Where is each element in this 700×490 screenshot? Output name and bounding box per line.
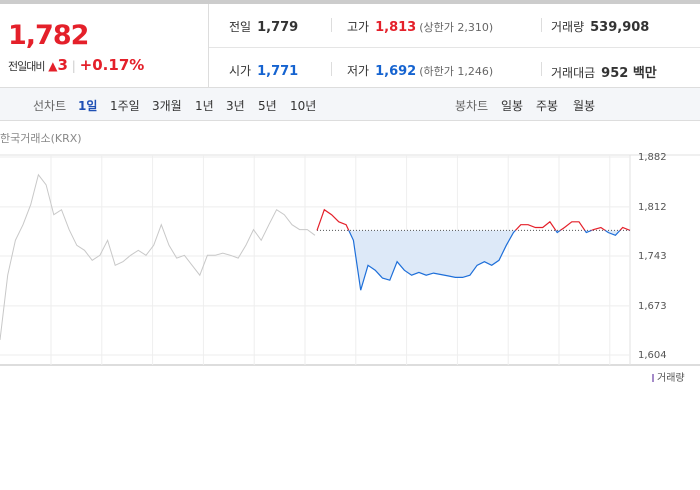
quote-panel: 1,782 전일대비 ▲3 | +0.17% 전일 1,779 고가 1,813 (상… bbox=[0, 0, 700, 88]
y-tick-label: 1,743 bbox=[638, 251, 667, 262]
stat-value: 1,813 bbox=[375, 20, 417, 35]
source: 한국거래소(KRX) bbox=[0, 132, 82, 145]
y-tick-label: 1,882 bbox=[638, 152, 667, 163]
price: 1,782 bbox=[8, 20, 89, 51]
y-tick-label: 1,812 bbox=[638, 202, 667, 213]
volume-label: 거래량 bbox=[657, 372, 685, 384]
stat-value: 1,779 bbox=[257, 20, 299, 35]
stat-label: 시가 bbox=[229, 64, 252, 78]
y-tick-label: 1,673 bbox=[638, 301, 667, 312]
legend-swatch bbox=[652, 374, 654, 382]
tab[interactable]: 월봉 bbox=[573, 99, 596, 113]
stat-value: 952 백만 bbox=[601, 66, 657, 81]
tab[interactable]: 5년 bbox=[258, 99, 277, 113]
tab-label: 선차트 bbox=[33, 99, 67, 113]
tab[interactable]: 3년 bbox=[226, 99, 245, 113]
stat-label: 고가 bbox=[347, 20, 370, 34]
stat-value: 1,692 bbox=[375, 64, 417, 79]
stat-value: 1,771 bbox=[257, 64, 299, 79]
stat-label: 전일 bbox=[229, 20, 252, 34]
tab[interactable]: 1일 bbox=[78, 99, 98, 113]
tab[interactable]: 1주일 bbox=[110, 99, 140, 113]
tab[interactable]: 1년 bbox=[195, 99, 214, 113]
stat-label: 거래량 bbox=[551, 20, 585, 34]
tab[interactable]: 일봉 bbox=[501, 99, 524, 113]
change-label: 전일대비 bbox=[8, 60, 45, 73]
stat-note: (하한가 1,246) bbox=[419, 65, 494, 78]
tab[interactable]: 10년 bbox=[290, 99, 317, 113]
change-value: 3 bbox=[57, 56, 68, 74]
line-up bbox=[316, 208, 631, 231]
stat-label: 저가 bbox=[347, 64, 370, 78]
stat-note: (상한가 2,310) bbox=[419, 21, 494, 34]
line bbox=[0, 173, 316, 341]
change-rate: +0.17% bbox=[79, 56, 145, 74]
change: 전일대비 ▲3 | +0.17% bbox=[8, 56, 145, 74]
stats: 전일 1,779 고가 1,813 (상한가 2,310) 거래량 539,908 시가… bbox=[208, 4, 700, 88]
tab[interactable]: 주봉 bbox=[536, 99, 559, 113]
y-tick-label: 1,604 bbox=[638, 350, 667, 361]
tab[interactable]: 3개월 bbox=[152, 99, 182, 113]
area bbox=[317, 230, 630, 291]
stat-label: 거래대금 bbox=[551, 66, 596, 80]
line-down bbox=[316, 230, 631, 291]
tab-bar: 선차트 1일 1주일 3개월 1년 3년 5년 10년 봉차트 일봉 주봉 월봉 bbox=[0, 88, 700, 121]
stat-value: 539,908 bbox=[590, 20, 650, 35]
tab-label: 봉차트 bbox=[455, 99, 489, 113]
